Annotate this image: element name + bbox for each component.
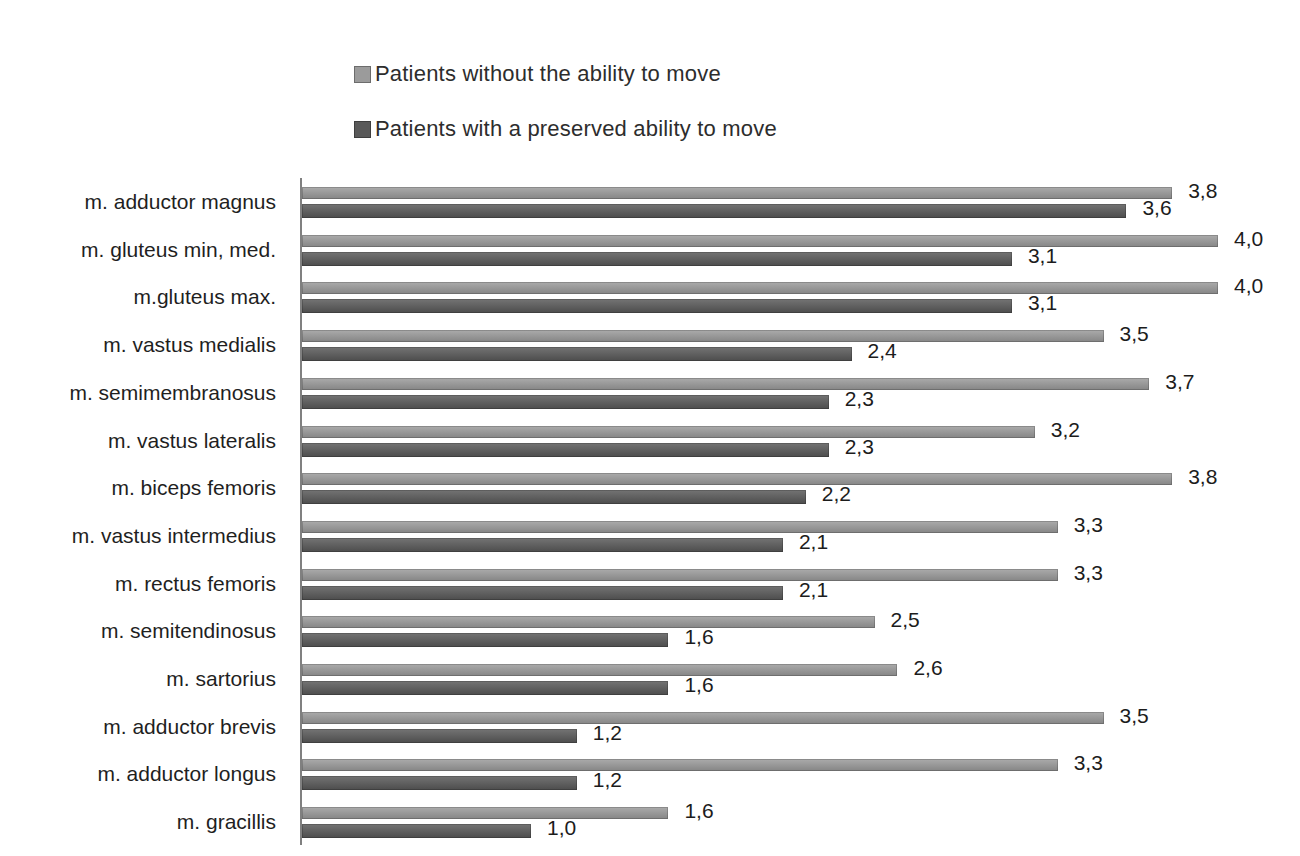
value-label: 4,0 <box>1234 272 1263 300</box>
legend: Patients without the ability to move Pat… <box>354 59 777 169</box>
category-label: m. biceps femoris <box>0 464 288 512</box>
category-label: m. vastus intermedius <box>0 512 288 560</box>
value-label: 2,5 <box>891 606 920 634</box>
value-label: 3,5 <box>1120 320 1149 348</box>
bar-without-ability <box>302 616 875 628</box>
bar-group: 1,6 1,0 <box>302 798 1292 846</box>
value-label: 3,8 <box>1188 463 1217 491</box>
category-label: m. adductor magnus <box>0 178 288 226</box>
bar-with-ability <box>302 586 783 600</box>
bar-group: 3,2 2,3 <box>302 417 1292 465</box>
value-label: 2,3 <box>845 433 874 461</box>
bar-with-ability <box>302 681 668 695</box>
bar-without-ability <box>302 235 1218 247</box>
bar-with-ability <box>302 824 531 838</box>
bar-group: 3,5 1,2 <box>302 703 1292 751</box>
legend-label-with-ability: Patients with a preserved ability to mov… <box>375 116 777 142</box>
bar-without-ability <box>302 187 1172 199</box>
value-label: 3,2 <box>1051 416 1080 444</box>
bar-without-ability <box>302 282 1218 294</box>
value-label: 2,6 <box>913 654 942 682</box>
bar-group: 3,3 1,2 <box>302 750 1292 798</box>
chart-canvas: Patients without the ability to move Pat… <box>0 0 1300 856</box>
legend-swatch-light-icon <box>354 66 371 83</box>
category-axis: m. adductor magnusm. gluteus min, med.m.… <box>0 178 288 846</box>
plot-area: 3,8 3,6 4,0 3,1 4,0 3,1 3,5 2,4 3,7 2,3 3,2 2,3 3,8 2… <box>300 178 1290 846</box>
value-label: 1,2 <box>593 766 622 794</box>
category-label: m. adductor brevis <box>0 703 288 751</box>
value-label: 1,6 <box>684 623 713 651</box>
value-label: 2,1 <box>799 576 828 604</box>
bar-group: 3,8 3,6 <box>302 178 1292 226</box>
bar-group: 2,6 1,6 <box>302 655 1292 703</box>
value-label: 3,3 <box>1074 559 1103 587</box>
bar-group: 3,8 2,2 <box>302 464 1292 512</box>
bar-with-ability <box>302 204 1126 218</box>
category-label: m. vastus medialis <box>0 321 288 369</box>
value-label: 3,5 <box>1120 702 1149 730</box>
bar-without-ability <box>302 426 1035 438</box>
value-label: 2,1 <box>799 528 828 556</box>
category-label: m.gluteus max. <box>0 273 288 321</box>
category-label: m. vastus lateralis <box>0 417 288 465</box>
value-label: 2,4 <box>868 337 897 365</box>
category-label: m. gracillis <box>0 798 288 846</box>
bar-without-ability <box>302 759 1058 771</box>
value-label: 2,3 <box>845 385 874 413</box>
value-label: 2,2 <box>822 480 851 508</box>
value-label: 1,6 <box>684 797 713 825</box>
value-label: 3,3 <box>1074 511 1103 539</box>
bar-group: 3,3 2,1 <box>302 560 1292 608</box>
value-label: 3,7 <box>1165 368 1194 396</box>
bar-group: 4,0 3,1 <box>302 226 1292 274</box>
legend-swatch-dark-icon <box>354 121 371 138</box>
bar-with-ability <box>302 395 829 409</box>
category-label: m. semitendinosus <box>0 607 288 655</box>
bar-without-ability <box>302 664 897 676</box>
bar-without-ability <box>302 807 668 819</box>
value-label: 3,1 <box>1028 289 1057 317</box>
bar-group: 3,5 2,4 <box>302 321 1292 369</box>
bar-group: 2,5 1,6 <box>302 607 1292 655</box>
value-label: 1,6 <box>684 671 713 699</box>
bar-without-ability <box>302 521 1058 533</box>
value-label: 3,1 <box>1028 242 1057 270</box>
category-label: m. adductor longus <box>0 750 288 798</box>
bar-without-ability <box>302 330 1104 342</box>
legend-item-with-ability: Patients with a preserved ability to mov… <box>354 114 777 144</box>
legend-item-without-ability: Patients without the ability to move <box>354 59 777 89</box>
value-label: 3,3 <box>1074 749 1103 777</box>
bar-with-ability <box>302 490 806 504</box>
category-label: m. semimembranosus <box>0 369 288 417</box>
bar-group: 4,0 3,1 <box>302 273 1292 321</box>
bar-with-ability <box>302 776 577 790</box>
bar-group: 3,3 2,1 <box>302 512 1292 560</box>
bar-with-ability <box>302 633 668 647</box>
bar-without-ability <box>302 569 1058 581</box>
legend-label-without-ability: Patients without the ability to move <box>375 61 721 87</box>
bar-without-ability <box>302 473 1172 485</box>
category-label: m. rectus femoris <box>0 560 288 608</box>
value-label: 3,8 <box>1188 177 1217 205</box>
bar-group: 3,7 2,3 <box>302 369 1292 417</box>
bar-without-ability <box>302 712 1104 724</box>
value-label: 1,0 <box>547 814 576 842</box>
bar-without-ability <box>302 378 1149 390</box>
value-label: 1,2 <box>593 719 622 747</box>
bar-with-ability <box>302 443 829 457</box>
bar-with-ability <box>302 347 852 361</box>
bar-with-ability <box>302 538 783 552</box>
bar-with-ability <box>302 252 1012 266</box>
category-label: m. gluteus min, med. <box>0 226 288 274</box>
value-label: 3,6 <box>1142 194 1171 222</box>
value-label: 4,0 <box>1234 225 1263 253</box>
bar-with-ability <box>302 299 1012 313</box>
bar-with-ability <box>302 729 577 743</box>
category-label: m. sartorius <box>0 655 288 703</box>
